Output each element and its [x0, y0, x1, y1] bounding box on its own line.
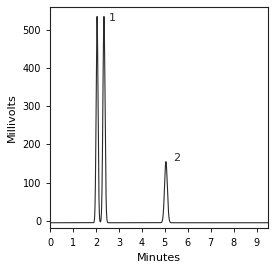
X-axis label: Minutes: Minutes: [137, 253, 181, 263]
Text: 2: 2: [173, 153, 180, 163]
Text: 1: 1: [109, 14, 115, 23]
Y-axis label: Millivolts: Millivolts: [7, 93, 17, 142]
